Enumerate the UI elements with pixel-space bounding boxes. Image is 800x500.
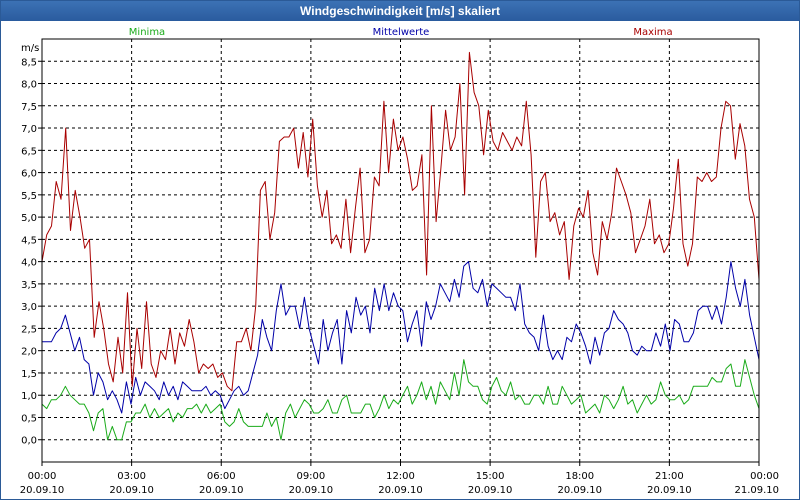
series-line-mittel <box>42 261 760 414</box>
y-tick-label: 7,5 <box>21 102 37 113</box>
y-tick-label: 6,0 <box>21 169 37 180</box>
y-tick-label: 5,5 <box>21 191 37 202</box>
series-line-maxima <box>41 51 760 392</box>
x-tick-date: 20.09.10 <box>378 485 423 496</box>
wind-speed-chart: 0,0 0,5 1,0 1,5 2,0 2,5 3,0 3,5 4,0 4,5 5,0 5,5 6,0 6… <box>20 27 779 496</box>
x-tick-time: 12:00 <box>386 471 415 482</box>
y-tick-label: 0,5 <box>21 413 37 424</box>
x-tick-date: 20.09.10 <box>289 485 334 496</box>
x-tick-time: 15:00 <box>476 471 505 482</box>
x-tick-date: 21.09.10 <box>734 485 779 496</box>
legend-maxima: Maxima <box>633 27 672 38</box>
y-tick-label: 6,5 <box>21 146 37 157</box>
x-tick-time: 00:00 <box>750 471 779 482</box>
y-tick-label: 0,0 <box>21 436 37 447</box>
series-line-minima <box>41 359 760 441</box>
x-tick-time: 18:00 <box>565 471 594 482</box>
y-tick-label: 4,0 <box>21 258 37 269</box>
window-title: Windgeschwindigkeit [m/s] skaliert <box>1 1 799 21</box>
axis-ticks: 0,0 0,5 1,0 1,5 2,0 2,5 3,0 3,5 4,0 4,5 5,0 5,5 6,0 6… <box>20 57 779 496</box>
x-tick-date: 20.09.10 <box>109 485 154 496</box>
gridlines <box>42 39 759 462</box>
y-tick-label: 4,5 <box>21 235 37 246</box>
y-tick-label: 1,0 <box>21 391 37 402</box>
x-tick-date: 20.09.10 <box>468 485 513 496</box>
x-tick-date: 20.09.10 <box>647 485 692 496</box>
x-tick-time: 03:00 <box>117 471 146 482</box>
x-tick-date: 20.09.10 <box>557 485 602 496</box>
y-tick-label: 8,5 <box>21 57 37 68</box>
x-tick-time: 06:00 <box>207 471 236 482</box>
y-tick-label: 2,0 <box>21 347 37 358</box>
x-tick-time: 09:00 <box>296 471 325 482</box>
x-tick-time: 21:00 <box>655 471 684 482</box>
y-tick-label: 7,0 <box>21 124 37 135</box>
x-tick-date: 20.09.10 <box>20 485 65 496</box>
y-tick-label: 3,0 <box>21 302 37 313</box>
x-tick-date: 20.09.10 <box>199 485 244 496</box>
x-tick-time: 00:00 <box>28 471 57 482</box>
y-axis-label: m/s <box>21 43 39 54</box>
series-group <box>41 51 760 441</box>
y-tick-label: 5,0 <box>21 213 37 224</box>
legend-mittelwerte: Mittelwerte <box>373 27 430 38</box>
y-tick-label: 2,5 <box>21 324 37 335</box>
y-tick-label: 3,5 <box>21 280 37 291</box>
legend-minima: Minima <box>129 27 165 38</box>
y-tick-label: 8,0 <box>21 80 37 91</box>
y-tick-label: 1,5 <box>21 369 37 380</box>
